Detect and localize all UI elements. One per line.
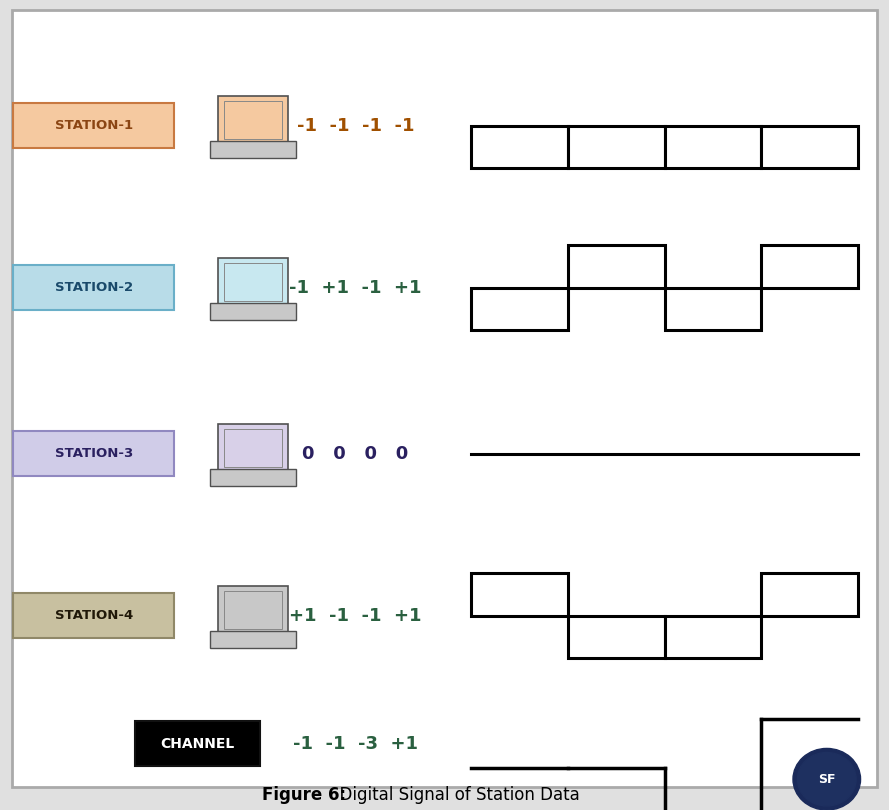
Text: -1  +1  -1  +1: -1 +1 -1 +1 [289, 279, 422, 296]
FancyBboxPatch shape [13, 593, 174, 638]
Text: STATION-2: STATION-2 [55, 281, 132, 294]
Bar [568, 616, 665, 658]
FancyBboxPatch shape [219, 586, 288, 633]
FancyBboxPatch shape [219, 96, 288, 144]
Text: CHANNEL: CHANNEL [161, 736, 235, 751]
Bar [761, 573, 858, 616]
FancyBboxPatch shape [210, 470, 297, 486]
FancyBboxPatch shape [13, 431, 174, 476]
FancyBboxPatch shape [135, 721, 260, 766]
Text: STATION-4: STATION-4 [54, 609, 133, 622]
Bar [568, 126, 665, 168]
Bar [568, 245, 665, 288]
Text: Digital Signal of Station Data: Digital Signal of Station Data [329, 787, 580, 804]
Text: STATION-3: STATION-3 [54, 447, 133, 460]
Text: STATION-1: STATION-1 [55, 119, 132, 132]
Circle shape [793, 748, 861, 810]
Text: -1  -1  -1  -1: -1 -1 -1 -1 [297, 117, 414, 134]
FancyBboxPatch shape [210, 303, 297, 319]
Bar [471, 573, 568, 616]
FancyBboxPatch shape [210, 142, 297, 157]
FancyBboxPatch shape [219, 424, 288, 471]
Text: +1  -1  -1  +1: +1 -1 -1 +1 [289, 607, 422, 625]
Circle shape [797, 752, 856, 806]
Bar [471, 126, 568, 168]
FancyBboxPatch shape [219, 258, 288, 305]
Bar [665, 616, 761, 658]
Bar [665, 288, 761, 330]
FancyBboxPatch shape [13, 103, 174, 148]
FancyBboxPatch shape [13, 265, 174, 310]
Text: -1  -1  -3  +1: -1 -1 -3 +1 [293, 735, 418, 752]
Bar [471, 288, 568, 330]
Bar [665, 126, 761, 168]
Text: SF: SF [818, 773, 836, 786]
Bar [761, 245, 858, 288]
FancyBboxPatch shape [224, 429, 282, 467]
Text: 0   0   0   0: 0 0 0 0 [302, 445, 409, 463]
Text: Figure 6:: Figure 6: [262, 787, 347, 804]
FancyBboxPatch shape [224, 100, 282, 139]
FancyBboxPatch shape [12, 10, 877, 787]
Bar [761, 126, 858, 168]
FancyBboxPatch shape [224, 591, 282, 629]
FancyBboxPatch shape [210, 632, 297, 648]
FancyBboxPatch shape [224, 262, 282, 301]
